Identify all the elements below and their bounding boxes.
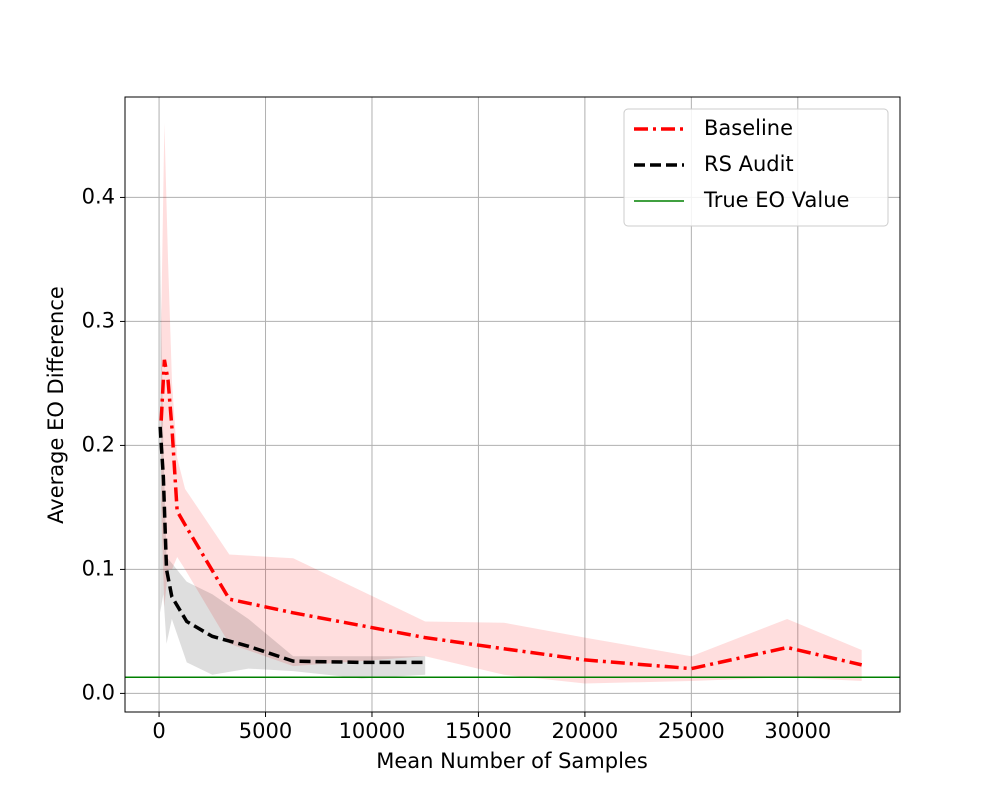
x-tick-label: 5000 <box>239 719 292 743</box>
x-tick-label: 20000 <box>551 719 618 743</box>
legend-label: RS Audit <box>704 152 794 176</box>
confidence-band <box>160 240 426 679</box>
y-tick-label: 0.4 <box>82 184 115 208</box>
legend-box <box>623 108 889 227</box>
line <box>159 359 863 671</box>
x-tick-label: 25000 <box>658 719 725 743</box>
plot-frame <box>124 96 901 713</box>
x-tick-label: 10000 <box>339 719 406 743</box>
line <box>158 426 426 665</box>
y-tick-label: 0.3 <box>82 308 115 332</box>
plot-area <box>125 123 900 684</box>
legend-label: Baseline <box>704 116 793 140</box>
legend-label: True EO Value <box>703 188 849 212</box>
x-tick-label: 15000 <box>445 719 512 743</box>
x-tick-label: 30000 <box>764 719 831 743</box>
y-axis-label: Average EO Difference <box>44 286 68 524</box>
confidence-band <box>161 123 862 684</box>
y-tick-label: 0.0 <box>82 680 115 704</box>
y-tick-label: 0.2 <box>82 432 115 456</box>
x-axis-label: Mean Number of Samples <box>376 749 648 773</box>
y-tick-label: 0.1 <box>82 556 115 580</box>
x-tick-label: 0 <box>152 719 165 743</box>
